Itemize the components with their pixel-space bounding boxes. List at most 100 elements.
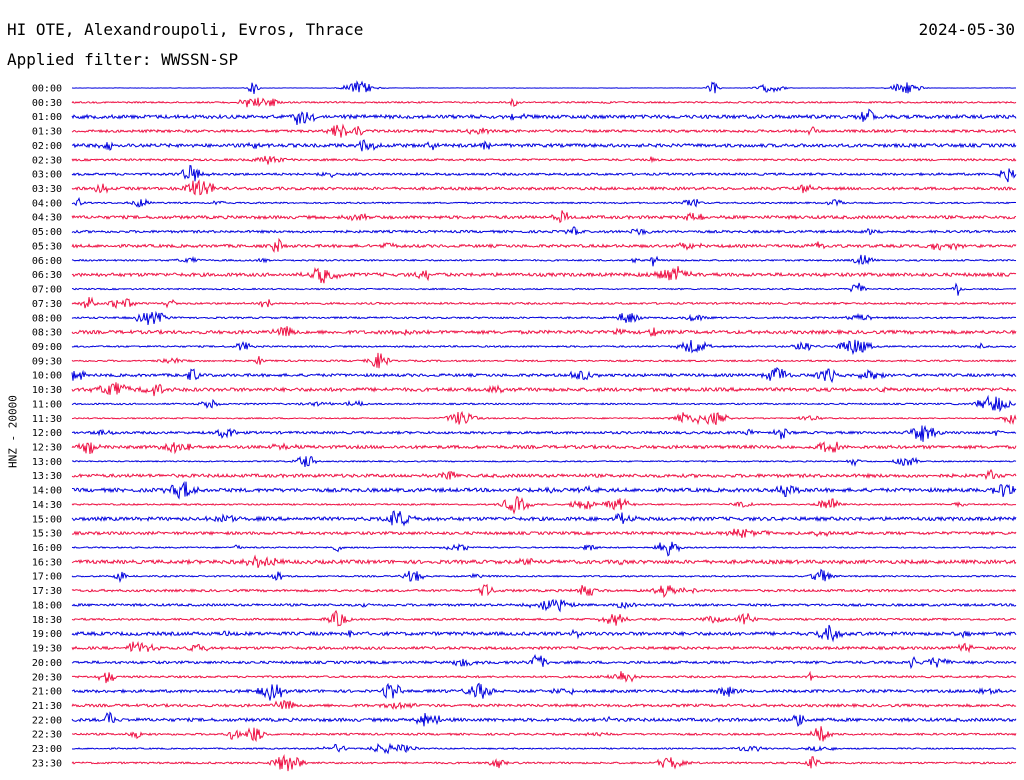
trace-row-0000 xyxy=(71,80,1017,94)
row-tick-label: 19:00 xyxy=(32,629,62,640)
row-tick-label: 05:00 xyxy=(32,227,62,238)
trace-row-0830 xyxy=(71,326,1017,338)
trace-row-0700 xyxy=(71,282,1017,296)
trace-row-0330 xyxy=(71,179,1017,196)
row-tick-label: 23:00 xyxy=(32,744,62,755)
row-tick-label: 03:00 xyxy=(32,170,62,181)
row-tick-label: 06:00 xyxy=(32,256,62,267)
trace-row-0900 xyxy=(71,339,1017,356)
row-tick-label: 08:00 xyxy=(32,313,62,324)
row-tick-label: 12:30 xyxy=(32,443,62,454)
trace-row-1630 xyxy=(71,554,1017,569)
trace-row-0100 xyxy=(71,108,1017,126)
row-tick-label: 16:30 xyxy=(32,557,62,568)
trace-row-1930 xyxy=(71,641,1017,654)
row-tick-label: 21:00 xyxy=(32,687,62,698)
row-tick-label: 04:30 xyxy=(32,213,62,224)
station-title: HI OTE, Alexandroupoli, Evros, Thrace xyxy=(7,20,364,39)
row-tick-label: 03:30 xyxy=(32,184,62,195)
trace-row-0230 xyxy=(71,155,1017,165)
row-tick-label: 18:30 xyxy=(32,615,62,626)
trace-row-2330 xyxy=(71,754,1017,772)
row-tick-label: 13:00 xyxy=(32,457,62,468)
row-tick-label: 23:30 xyxy=(32,758,62,769)
row-tick-label: 11:30 xyxy=(32,414,62,425)
trace-row-1800 xyxy=(71,598,1017,613)
trace-row-0130 xyxy=(71,123,1017,138)
row-tick-label: 05:30 xyxy=(32,241,62,252)
row-tick-label: 10:00 xyxy=(32,371,62,382)
row-tick-label: 08:30 xyxy=(32,328,62,339)
trace-row-1500 xyxy=(71,510,1017,527)
row-tick-label: 10:30 xyxy=(32,385,62,396)
trace-row-2000 xyxy=(71,654,1017,670)
row-tick-label: 18:00 xyxy=(32,600,62,611)
trace-row-2030 xyxy=(71,670,1017,684)
trace-row-1730 xyxy=(71,583,1017,598)
trace-row-0930 xyxy=(71,352,1017,369)
record-date: 2024-05-30 xyxy=(918,20,1015,39)
row-tick-label: 00:30 xyxy=(32,98,62,109)
trace-row-1030 xyxy=(71,382,1017,397)
row-tick-label: 15:00 xyxy=(32,514,62,525)
row-tick-label: 19:30 xyxy=(32,644,62,655)
trace-row-0500 xyxy=(71,226,1017,236)
row-tick-label: 11:00 xyxy=(32,399,62,410)
row-tick-label: 02:30 xyxy=(32,155,62,166)
row-tick-label: 22:30 xyxy=(32,730,62,741)
trace-row-1000 xyxy=(71,366,1017,384)
trace-row-1130 xyxy=(71,410,1017,426)
trace-row-0600 xyxy=(71,254,1017,267)
row-tick-label: 00:00 xyxy=(32,84,62,95)
row-tick-label: 14:00 xyxy=(32,486,62,497)
row-tick-label: 21:30 xyxy=(32,701,62,712)
trace-row-1900 xyxy=(71,624,1017,643)
row-tick-label: 07:30 xyxy=(32,299,62,310)
trace-row-1830 xyxy=(71,609,1017,627)
trace-row-1530 xyxy=(71,528,1017,538)
trace-row-0630 xyxy=(71,266,1017,284)
trace-row-2130 xyxy=(71,699,1017,711)
trace-row-2300 xyxy=(71,742,1017,755)
row-tick-label: 12:00 xyxy=(32,428,62,439)
row-tick-label: 04:00 xyxy=(32,198,62,209)
trace-row-1230 xyxy=(71,441,1017,455)
row-tick-label: 20:30 xyxy=(32,672,62,683)
trace-row-0800 xyxy=(71,310,1017,326)
trace-row-1200 xyxy=(71,425,1017,442)
trace-row-0300 xyxy=(71,164,1017,183)
trace-row-2230 xyxy=(71,726,1017,743)
row-tick-label: 13:30 xyxy=(32,471,62,482)
trace-row-0200 xyxy=(71,139,1017,152)
trace-row-0430 xyxy=(71,210,1017,224)
trace-row-1100 xyxy=(71,394,1017,413)
row-tick-label: 17:30 xyxy=(32,586,62,597)
row-tick-label: 01:00 xyxy=(32,112,62,123)
row-tick-label: 16:00 xyxy=(32,543,62,554)
trace-row-2200 xyxy=(71,711,1017,727)
row-tick-label: 14:30 xyxy=(32,500,62,511)
trace-row-0530 xyxy=(71,237,1017,253)
row-tick-label: 09:00 xyxy=(32,342,62,353)
row-tick-label: 01:30 xyxy=(32,127,62,138)
row-tick-label: 22:00 xyxy=(32,715,62,726)
trace-row-1400 xyxy=(71,481,1017,500)
row-tick-label: 09:30 xyxy=(32,356,62,367)
trace-row-1300 xyxy=(71,455,1017,468)
row-tick-label: 06:30 xyxy=(32,270,62,281)
trace-row-1430 xyxy=(71,495,1017,515)
trace-row-0400 xyxy=(71,196,1017,208)
row-tick-label: 17:00 xyxy=(32,572,62,583)
trace-row-0030 xyxy=(71,97,1017,108)
trace-row-2100 xyxy=(71,682,1017,701)
row-tick-label: 02:00 xyxy=(32,141,62,152)
trace-row-1700 xyxy=(71,568,1017,584)
trace-row-1330 xyxy=(71,468,1017,481)
trace-row-0730 xyxy=(71,296,1017,310)
row-tick-label: 20:00 xyxy=(32,658,62,669)
row-tick-label: 15:30 xyxy=(32,529,62,540)
trace-row-1600 xyxy=(71,541,1017,557)
row-tick-label: 07:00 xyxy=(32,285,62,296)
filter-label: Applied filter: WWSSN-SP xyxy=(7,50,239,69)
